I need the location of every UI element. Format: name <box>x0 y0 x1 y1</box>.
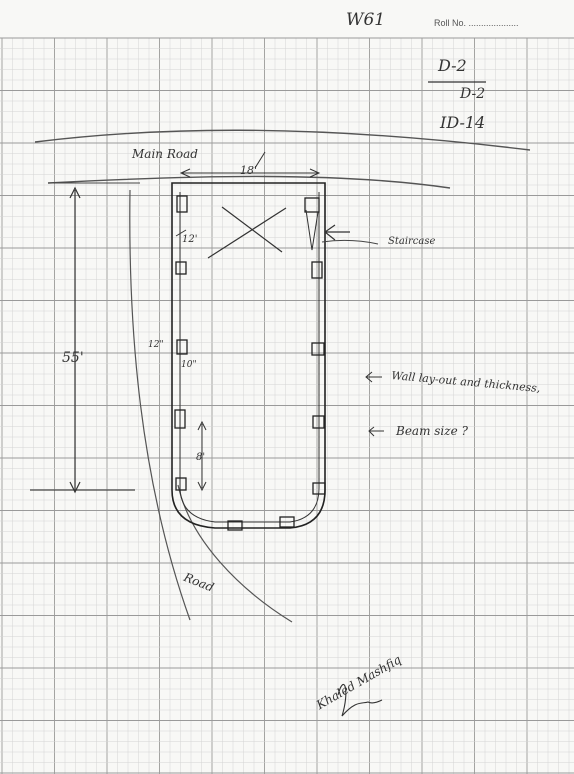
column <box>175 477 187 491</box>
building-outline-outer <box>171 182 326 529</box>
main-road-bottom-edge <box>47 175 451 189</box>
column-12-arrow <box>175 229 187 237</box>
roll-number-label: Roll No. .................... <box>434 18 519 28</box>
column <box>175 261 187 275</box>
column <box>312 415 325 429</box>
main-road-top-edge <box>34 129 531 151</box>
column <box>311 261 323 279</box>
column <box>227 520 243 531</box>
dimension-10-inch: 10" <box>181 360 197 370</box>
wall-note-arrow <box>365 371 382 383</box>
length-dimension-bottom-arrow <box>69 481 81 494</box>
width-dimension-left-arrow <box>179 168 191 178</box>
building-outline-inner <box>179 192 320 523</box>
staircase-arrow <box>323 224 350 241</box>
staircase-leader <box>321 239 379 245</box>
dim-8-arrow-down <box>197 481 207 492</box>
sheet-code: W61 <box>346 10 386 30</box>
staircase-stairs-mark <box>305 209 319 251</box>
column <box>174 409 186 429</box>
void-cross-line-b <box>207 207 287 259</box>
graph-grid <box>0 37 574 774</box>
beam-note-arrow <box>368 426 384 437</box>
column <box>312 482 326 495</box>
column <box>311 342 325 356</box>
width-dimension-label: 18' <box>240 164 258 177</box>
code-line-2: D-2 <box>460 86 486 102</box>
columns <box>174 195 326 531</box>
width-dimension-right-arrow <box>309 168 321 178</box>
column <box>304 197 320 213</box>
dimension-8-foot: 8' <box>196 452 206 463</box>
length-dimension-label: 55' <box>62 350 84 366</box>
code-line-1: D-2 <box>438 56 467 75</box>
beam-size-note: Beam size ? <box>396 424 468 438</box>
column <box>176 339 188 355</box>
dim-8-arrow-up <box>197 420 207 431</box>
main-road-label: Main Road <box>132 147 198 161</box>
column <box>176 195 188 213</box>
length-dimension-top-arrow <box>69 186 81 199</box>
column <box>279 516 295 528</box>
staircase-label: Staircase <box>388 236 436 247</box>
dimension-12-foot: 12' <box>182 234 198 245</box>
signature-scribble <box>337 683 383 717</box>
width-dimension-pointer <box>254 151 266 169</box>
dimension-12-inch: 12" <box>148 340 164 350</box>
side-road-curve-outer <box>129 189 191 621</box>
code-line-3: ID-14 <box>440 113 486 132</box>
